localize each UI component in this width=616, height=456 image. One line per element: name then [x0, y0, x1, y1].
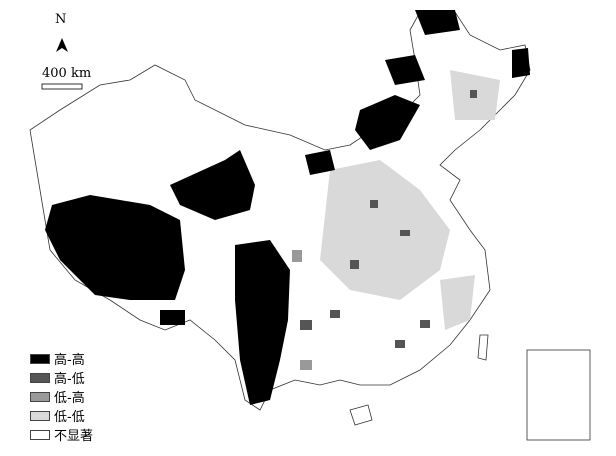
- legend-label: 高-高: [54, 353, 85, 368]
- legend-label: 低-低: [54, 410, 85, 425]
- legend-item: 不显著: [30, 425, 93, 444]
- legend-item: 低-高: [30, 387, 93, 406]
- south-china-sea-inset: [526, 349, 591, 441]
- legend-label: 不显著: [54, 429, 94, 444]
- high-high-regions: [45, 10, 530, 405]
- high-low-regions: [300, 90, 477, 348]
- north-arrow-icon: [56, 38, 68, 52]
- legend-swatch: [30, 410, 50, 421]
- scale-label: 400 km: [42, 66, 92, 81]
- legend-swatch: [30, 353, 50, 364]
- legend-swatch: [30, 391, 50, 402]
- taiwan-island: [477, 334, 489, 361]
- hainan-island: [349, 404, 373, 426]
- legend-label: 低-高: [54, 391, 85, 406]
- legend-item: 高-高: [30, 349, 93, 368]
- legend-item: 低-低: [30, 406, 93, 425]
- legend-swatch: [30, 429, 50, 440]
- legend: 高-高 高-低 低-高 低-低 不显著: [30, 349, 93, 444]
- legend-swatch: [30, 372, 50, 383]
- legend-item: 高-低: [30, 368, 93, 387]
- scale-bar: [41, 83, 83, 90]
- north-label: N: [55, 12, 67, 27]
- legend-label: 高-低: [54, 372, 85, 387]
